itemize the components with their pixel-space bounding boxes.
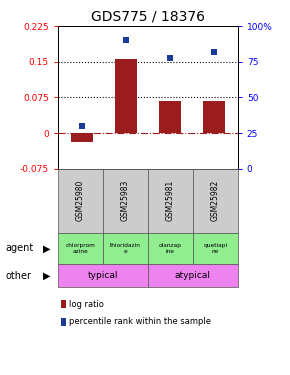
Text: agent: agent: [6, 243, 34, 254]
Text: GSM25983: GSM25983: [121, 180, 130, 221]
Point: [168, 55, 172, 61]
Text: typical: typical: [88, 271, 118, 280]
Text: GSM25980: GSM25980: [76, 180, 85, 221]
Text: GSM25981: GSM25981: [166, 180, 175, 221]
Text: thioridazin
e: thioridazin e: [110, 243, 141, 254]
Bar: [159, 101, 181, 133]
Text: other: other: [6, 271, 32, 280]
Text: ▶: ▶: [43, 243, 50, 254]
Bar: [203, 101, 225, 133]
Point: [211, 49, 216, 55]
Text: atypical: atypical: [175, 271, 211, 280]
Text: log ratio: log ratio: [69, 300, 104, 309]
Text: olanzap
ine: olanzap ine: [159, 243, 182, 254]
Bar: [71, 133, 93, 142]
Bar: [115, 60, 137, 133]
Text: ▶: ▶: [43, 271, 50, 280]
Text: quetiapi
ne: quetiapi ne: [203, 243, 227, 254]
Text: percentile rank within the sample: percentile rank within the sample: [69, 317, 211, 326]
Text: chlorprom
azine: chlorprom azine: [66, 243, 95, 254]
Title: GDS775 / 18376: GDS775 / 18376: [91, 10, 205, 24]
Point: [80, 123, 84, 129]
Point: [124, 38, 128, 44]
Text: GSM25982: GSM25982: [211, 180, 220, 221]
